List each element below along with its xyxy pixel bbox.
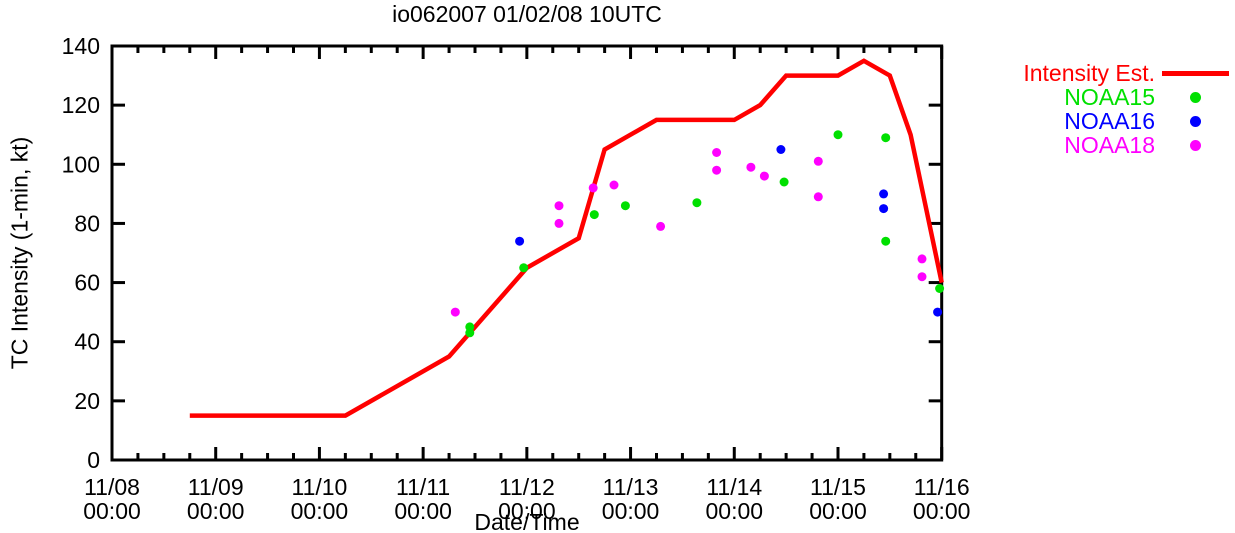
noaa15-point: [519, 263, 529, 273]
noaa18-point: [712, 165, 722, 175]
noaa18-point: [656, 221, 666, 231]
noaa18-point: [609, 180, 619, 190]
x-tick-date-label: 11/12: [499, 474, 555, 500]
noaa15-point: [465, 328, 475, 338]
noaa15-point: [779, 177, 789, 187]
y-tick-label: 20: [74, 388, 100, 414]
plot-border: [110, 44, 944, 462]
x-tick-date-label: 11/16: [914, 474, 970, 500]
noaa15-point: [589, 210, 599, 220]
legend-dot-noaa15-icon: [1189, 91, 1201, 103]
noaa15-point: [881, 236, 891, 246]
x-tick-time-label: 00:00: [83, 498, 141, 524]
x-tick-time-label: 00:00: [705, 498, 763, 524]
legend-label-intensity-est: Intensity Est.: [1023, 59, 1155, 86]
intensity-est-line: [189, 58, 944, 418]
x-tick-date-label: 11/14: [706, 474, 762, 500]
x-tick-time-label: 00:00: [394, 498, 452, 524]
y-tick-label: 40: [74, 329, 100, 355]
noaa18-point: [554, 218, 564, 228]
x-tick-date-label: 11/15: [810, 474, 866, 500]
legend: Intensity Est. NOAA15 NOAA16 NOAA18: [905, 59, 1235, 158]
noaa18-point: [917, 254, 927, 264]
y-tick-label: 100: [62, 151, 100, 177]
noaa16-point: [933, 307, 943, 317]
chart-title: io062007 01/02/08 10UTC: [392, 1, 662, 27]
noaa18-point: [450, 307, 460, 317]
x-tick-date-label: 11/08: [84, 474, 140, 500]
noaa18-point: [554, 201, 564, 211]
legend-label-noaa18: NOAA18: [1064, 131, 1155, 158]
x-tick-time-label: 00:00: [291, 498, 349, 524]
x-tick-date-label: 11/09: [188, 474, 244, 500]
x-tick-time-label: 00:00: [913, 498, 971, 524]
noaa18-point: [813, 156, 823, 166]
legend-item-noaa15: NOAA15: [905, 83, 1235, 110]
noaa16-point: [776, 145, 786, 154]
legend-item-intensity-est: Intensity Est.: [905, 59, 1235, 86]
x-tick-time-label: 00:00: [602, 498, 660, 524]
noaa16-point: [515, 236, 525, 246]
x-tick-date-label: 11/13: [603, 474, 659, 500]
legend-item-noaa18: NOAA18: [905, 131, 1235, 158]
noaa18-point: [746, 162, 756, 172]
legend-dot-noaa16-icon: [1189, 115, 1201, 127]
legend-label-noaa15: NOAA15: [1064, 83, 1155, 110]
y-tick-label: 60: [74, 270, 100, 296]
noaa16-point: [879, 204, 889, 214]
noaa18-point: [712, 148, 722, 157]
noaa15-point: [881, 133, 891, 143]
legend-line-swatch-icon: [1161, 70, 1229, 76]
x-tick-time-label: 00:00: [498, 498, 556, 524]
x-tick-date-label: 11/11: [396, 474, 450, 500]
y-tick-label: 80: [74, 210, 100, 236]
legend-dot-noaa18-icon: [1189, 139, 1201, 151]
noaa18-point: [813, 192, 823, 202]
y-tick-label: 140: [62, 33, 100, 59]
x-tick-time-label: 00:00: [187, 498, 245, 524]
y-tick-label: 0: [87, 447, 100, 473]
y-tick-label: 120: [62, 92, 100, 118]
noaa18-point: [588, 183, 598, 193]
noaa15-point: [935, 284, 945, 293]
legend-label-noaa16: NOAA16: [1064, 107, 1155, 134]
legend-item-noaa16: NOAA16: [905, 107, 1235, 134]
noaa18-point: [759, 171, 769, 181]
noaa16-point: [879, 189, 889, 199]
noaa15-point: [833, 130, 843, 140]
x-axis-label: Date/Time: [474, 509, 580, 533]
x-tick-date-label: 11/10: [291, 474, 347, 500]
noaa15-point: [692, 198, 702, 208]
x-tick-time-label: 00:00: [809, 498, 867, 524]
noaa15-point: [620, 201, 630, 211]
y-axis-label: TC Intensity (1-min, kt): [6, 136, 33, 370]
noaa18-point: [917, 272, 927, 282]
